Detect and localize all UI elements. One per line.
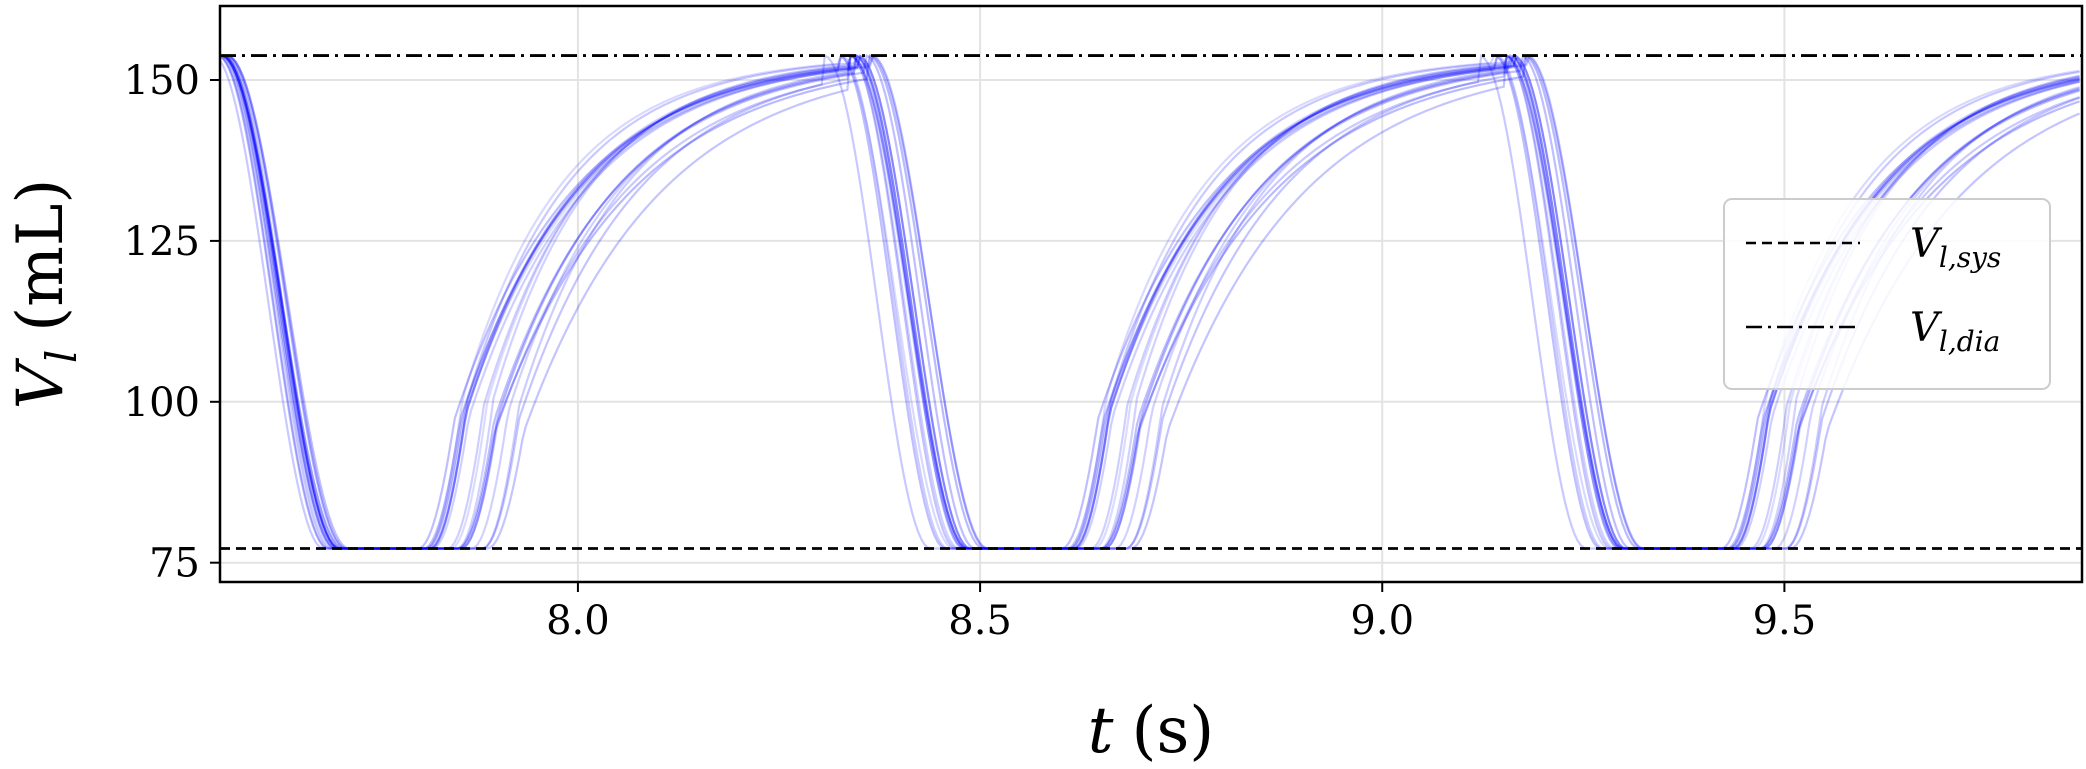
legend-diastolic-label: Vl,dia: [1910, 305, 2000, 358]
legend-box: [1723, 198, 2051, 390]
volume-trajectory: [219, 54, 2080, 550]
volume-trajectory: [219, 54, 2080, 550]
volume-trajectory: [219, 53, 2080, 550]
y-tick-label: 75: [149, 541, 200, 587]
volume-trajectory: [219, 54, 2080, 550]
legend: Vl,sys Vl,dia: [1723, 198, 2051, 390]
x-tick-label: 9.0: [1350, 598, 1414, 644]
volume-trajectory: [219, 54, 2080, 550]
volume-trajectory: [220, 54, 2080, 550]
volume-trajectory: [219, 54, 2080, 550]
volume-trajectory: [219, 53, 2080, 550]
y-tick-label: 100: [124, 380, 200, 426]
x-tick-label: 9.5: [1753, 598, 1817, 644]
volume-trajectory: [220, 53, 2080, 550]
x-tick-label: 8.0: [546, 598, 610, 644]
volume-trajectory: [220, 54, 2080, 550]
volume-trajectory: [220, 54, 2080, 550]
grid-lines: [220, 6, 2082, 582]
volume-trajectory: [219, 54, 2081, 550]
x-axis-label: t (s): [1088, 694, 1215, 768]
volume-trajectory: [219, 54, 2080, 550]
y-axis-ticks: 75 100 125 150: [124, 58, 220, 587]
legend-systolic-label: Vl,sys: [1910, 221, 2001, 274]
volume-trajectory: [220, 54, 2080, 550]
y-axis-label: Vl(mL): [4, 179, 86, 410]
volume-trajectory: [219, 54, 2080, 550]
y-tick-label: 125: [124, 219, 200, 265]
plot-frame: [218, 4, 2084, 584]
x-tick-label: 8.5: [948, 598, 1012, 644]
volume-trajectory: [220, 54, 2080, 550]
volume-trajectory: [219, 54, 2080, 550]
x-axis-ticks: 8.0 8.5 9.0 9.5: [546, 582, 1816, 644]
y-tick-label: 150: [124, 58, 200, 104]
volume-trajectories: [219, 53, 2081, 550]
volume-trajectory: [219, 53, 2080, 550]
reference-lines: [220, 54, 2082, 550]
